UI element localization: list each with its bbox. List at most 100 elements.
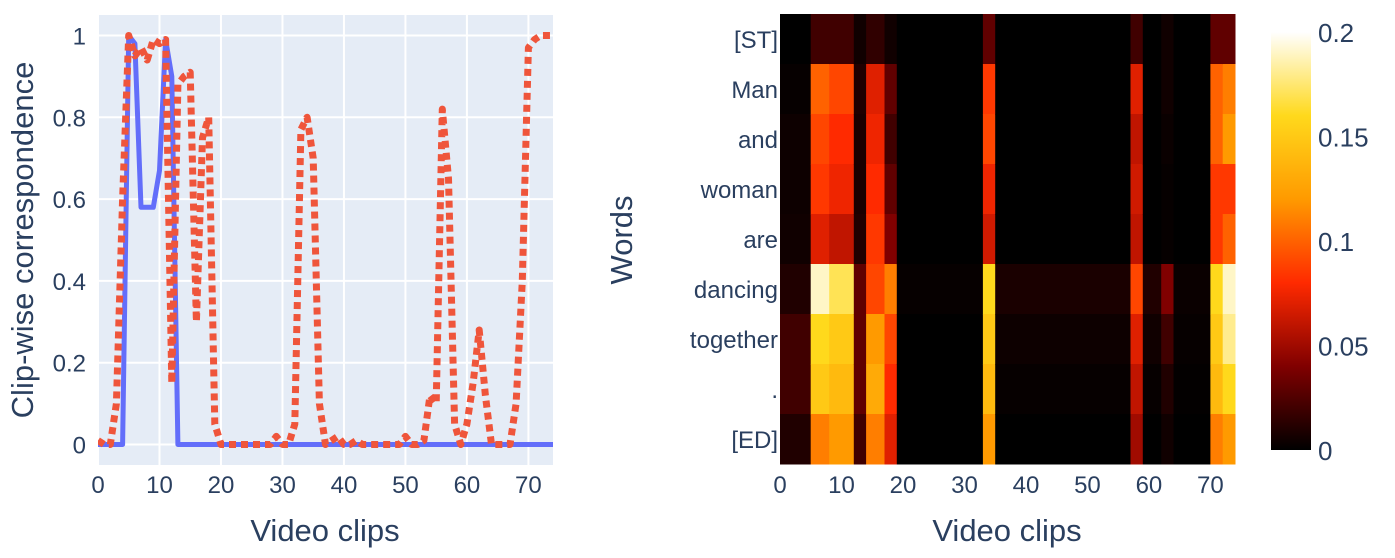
heatmap-cell xyxy=(982,264,996,315)
heatmap-row-label: together xyxy=(690,327,778,354)
heatmap-cell xyxy=(1173,314,1211,365)
heatmap-cell xyxy=(1210,264,1224,315)
heatmap-cell xyxy=(1142,164,1162,215)
heatmap-row-label: dancing xyxy=(694,277,778,304)
heatmap-x-tick-label: 70 xyxy=(1197,472,1224,499)
heatmap-cell xyxy=(995,114,1131,165)
heatmap-x-tick-label: 40 xyxy=(1013,472,1040,499)
heatmap-cell xyxy=(1161,164,1174,215)
line-plot-background xyxy=(98,15,553,465)
heatmap-cell xyxy=(1142,64,1162,115)
line-y-tick-label: 0 xyxy=(73,433,86,460)
heatmap-cell xyxy=(829,14,855,65)
line-x-tick-label: 60 xyxy=(454,472,481,499)
heatmap-cell xyxy=(1130,314,1144,365)
heatmap-row-label: . xyxy=(771,377,778,404)
heatmap-cell xyxy=(810,414,830,465)
heatmap-cell xyxy=(853,64,867,115)
heatmap-cell xyxy=(1173,64,1211,115)
heatmap-cell xyxy=(1210,114,1224,165)
line-y-tick-label: 0.2 xyxy=(53,351,86,378)
heatmap-cell xyxy=(1142,414,1162,465)
heatmap-cell xyxy=(866,14,885,65)
heatmap-cell xyxy=(896,164,984,215)
heatmap-row-label: [ST] xyxy=(734,27,778,54)
colorbar-tick-label: 0.2 xyxy=(1318,18,1354,48)
heatmap-cell xyxy=(1161,214,1174,265)
heatmap-cell xyxy=(896,264,984,315)
heatmap-cell xyxy=(884,364,898,415)
heatmap-cell xyxy=(1210,64,1224,115)
heatmap-cell xyxy=(780,164,812,215)
heatmap-cell xyxy=(1161,414,1174,465)
heatmap-cell xyxy=(884,114,898,165)
colorbar-tick-label: 0.15 xyxy=(1318,123,1369,153)
heatmap-cell xyxy=(1130,164,1144,215)
heatmap-cell xyxy=(1222,64,1236,115)
heatmap-cell xyxy=(982,64,996,115)
heatmap-cell xyxy=(995,14,1131,65)
line-x-tick-label: 50 xyxy=(392,472,419,499)
heatmap-cell xyxy=(780,64,812,115)
heatmap-cell xyxy=(1142,114,1162,165)
heatmap-cell xyxy=(884,414,898,465)
line-y-tick-label: 0.6 xyxy=(53,187,86,214)
line-x-tick-labels: 0 10 20 30 40 50 60 70 xyxy=(91,472,541,499)
line-x-tick-label: 0 xyxy=(91,472,104,499)
heatmap-cell xyxy=(1130,114,1144,165)
heatmap-cell xyxy=(1222,414,1236,465)
heatmap-row-label: [ED] xyxy=(731,427,778,454)
heatmap-cell xyxy=(982,214,996,265)
line-y-tick-label: 0.8 xyxy=(53,105,86,132)
heatmap-cell xyxy=(866,414,885,465)
heatmap-cell xyxy=(896,314,984,365)
line-x-axis-title: Video clips xyxy=(250,513,399,548)
heatmap-cell xyxy=(982,14,996,65)
colorbar-tick-label: 0.05 xyxy=(1318,332,1369,362)
heatmap-cell xyxy=(829,264,855,315)
line-x-tick-label: 70 xyxy=(515,472,542,499)
heatmap-cell xyxy=(1130,14,1144,65)
line-x-tick-label: 30 xyxy=(269,472,296,499)
heatmap-cell xyxy=(1161,314,1174,365)
heatmap-cell xyxy=(780,214,812,265)
heatmap-cell xyxy=(866,164,885,215)
line-y-axis-title: Clip-wise correspondence xyxy=(5,62,40,419)
heatmap-cell xyxy=(853,364,867,415)
heatmap-cell xyxy=(896,64,984,115)
heatmap-cell xyxy=(1130,364,1144,415)
heatmap-cell xyxy=(995,214,1131,265)
heatmap-cell xyxy=(1222,314,1236,365)
heatmap-cell xyxy=(810,64,830,115)
heatmap-cell xyxy=(853,14,867,65)
heatmap-cell xyxy=(1210,314,1224,365)
heatmap-cell xyxy=(810,314,830,365)
line-x-tick-label: 10 xyxy=(146,472,173,499)
heatmap-cell xyxy=(884,264,898,315)
heatmap-cell xyxy=(853,214,867,265)
heatmap-cell xyxy=(1173,414,1211,465)
heatmap-row-label: woman xyxy=(700,177,778,204)
heatmap-cell xyxy=(829,114,855,165)
heatmap-cell xyxy=(810,214,830,265)
heatmap-cell xyxy=(1222,164,1236,215)
heatmap-cell xyxy=(853,414,867,465)
line-chart: 0 10 20 30 40 50 60 70 0 0.2 0.4 0.6 0.8 1 Video cli… xyxy=(5,15,553,548)
heatmap-cell xyxy=(982,364,996,415)
heatmap-cell xyxy=(829,64,855,115)
line-x-tick-label: 20 xyxy=(208,472,235,499)
heatmap-cell xyxy=(1161,364,1174,415)
heatmap-cell xyxy=(982,164,996,215)
heatmap-cell xyxy=(1173,214,1211,265)
heatmap-cell xyxy=(1130,64,1144,115)
heatmap-cell xyxy=(810,114,830,165)
heatmap-cell xyxy=(995,314,1131,365)
heatmap-row-labels: [ST] Man and woman are dancing together. [ED] xyxy=(690,27,778,454)
heatmap-cell xyxy=(982,314,996,365)
heatmap-cell xyxy=(1210,164,1224,215)
heatmap-cell xyxy=(1222,14,1236,65)
heatmap-cell xyxy=(1210,14,1224,65)
heatmap-cell xyxy=(995,164,1131,215)
heatmap-cell xyxy=(1173,114,1211,165)
heatmap-cell xyxy=(1173,364,1211,415)
